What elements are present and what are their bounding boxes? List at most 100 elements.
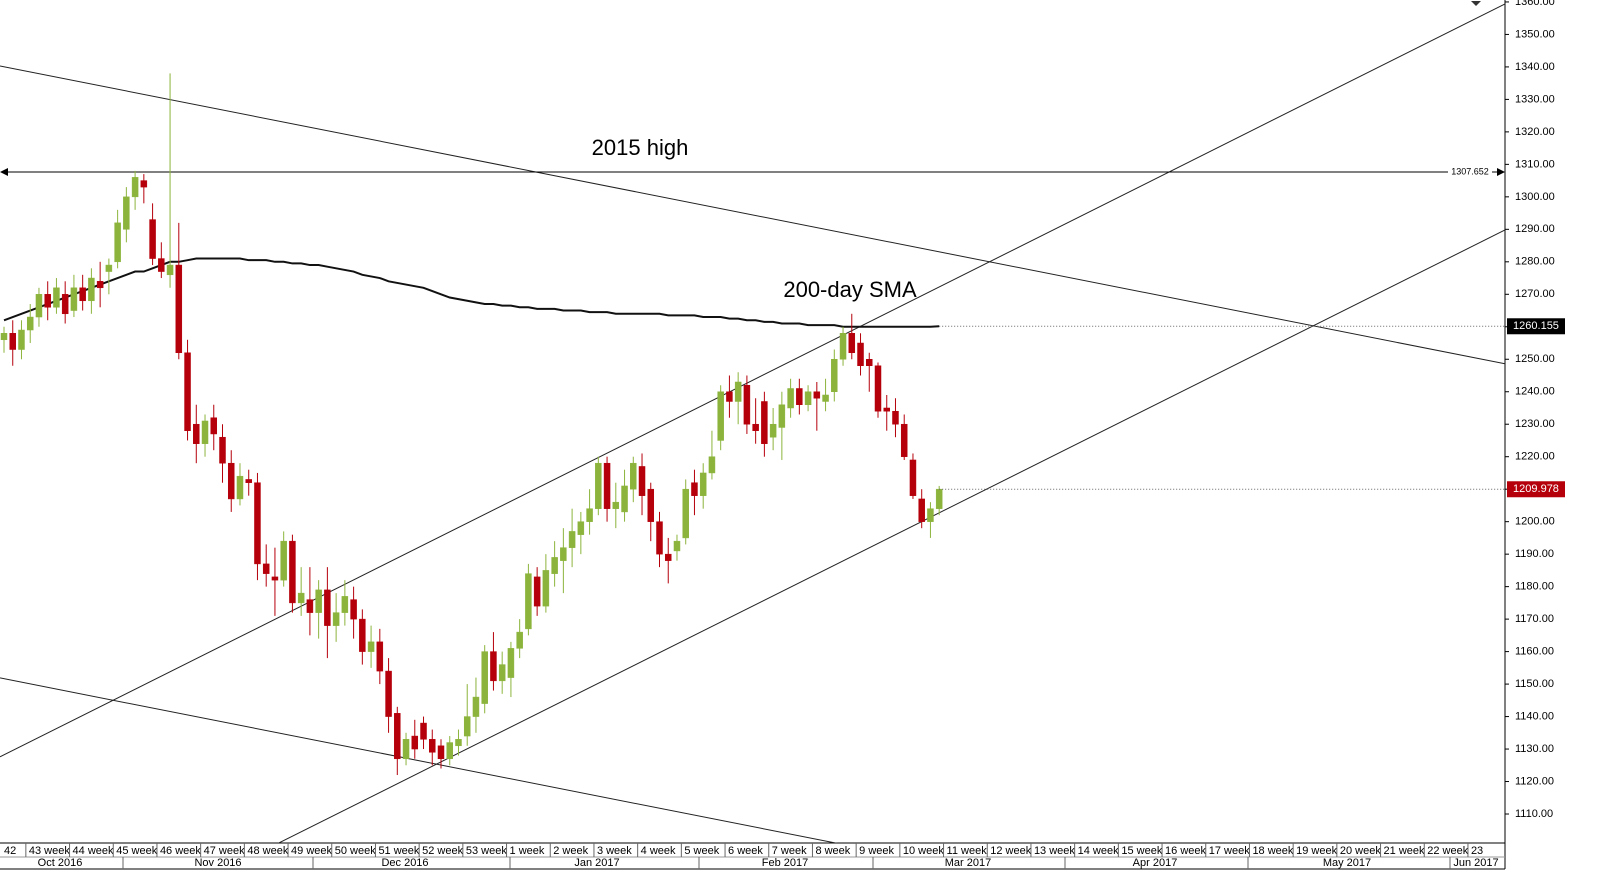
candle-body	[568, 531, 576, 548]
candle-body	[367, 641, 375, 652]
trend-line	[0, 3, 1505, 758]
week-label: 49 week	[291, 845, 332, 857]
candle-body	[324, 589, 331, 626]
candle-body	[822, 394, 829, 402]
week-label: 18 week	[1252, 845, 1293, 857]
week-label: 10 week	[903, 845, 944, 857]
candle-body	[341, 596, 349, 613]
y-tick-label: 1310.00	[1515, 158, 1555, 170]
candle-body	[699, 472, 707, 496]
week-label: 5 week	[684, 845, 719, 857]
month-label: Mar 2017	[945, 857, 991, 869]
price-label-bg	[1507, 481, 1565, 498]
candle-body	[682, 488, 689, 539]
candle-body	[909, 459, 917, 496]
candle-body	[0, 333, 8, 341]
week-label: 15 week	[1121, 845, 1162, 857]
candle-body	[402, 739, 410, 760]
candle-body	[726, 391, 733, 402]
candle-body	[114, 222, 121, 263]
candle-body	[236, 475, 244, 500]
week-label: 50 week	[335, 845, 376, 857]
week-label: 23	[1471, 845, 1483, 857]
price-label: 1209.978	[1513, 483, 1559, 495]
candle-body	[673, 540, 681, 552]
candle-body	[53, 287, 60, 308]
candle-body	[26, 316, 34, 331]
week-label: 14 week	[1078, 845, 1119, 857]
candle-body	[306, 599, 314, 613]
week-label: 21 week	[1384, 845, 1425, 857]
candle-body	[935, 488, 943, 509]
candle-body	[315, 589, 322, 613]
candle-body	[796, 388, 803, 405]
candle-body	[280, 540, 287, 581]
candle-body	[866, 359, 873, 367]
candle-body	[883, 407, 890, 412]
candle-body	[857, 342, 864, 367]
candle-body	[831, 359, 838, 392]
week-label: 12 week	[990, 845, 1031, 857]
candle-body	[516, 631, 523, 649]
week-label: 17 week	[1209, 845, 1250, 857]
candle-body	[848, 333, 856, 354]
candle-body	[254, 482, 261, 565]
candle-body	[761, 401, 768, 444]
candle-body	[245, 479, 252, 483]
week-label: 7 week	[772, 845, 807, 857]
price-label: 1260.155	[1513, 320, 1559, 332]
candle-body	[420, 722, 427, 740]
week-label: 3 week	[597, 845, 632, 857]
candle-body	[61, 294, 69, 315]
candle-body	[621, 485, 628, 513]
candle-body	[778, 404, 786, 428]
candle-body	[463, 716, 471, 737]
y-tick-label: 1110.00	[1515, 808, 1553, 820]
y-tick-label: 1160.00	[1515, 646, 1554, 658]
level-label-bg	[1448, 165, 1492, 178]
candle-body	[332, 612, 340, 626]
candle-body	[9, 333, 16, 350]
month-label: Jun 2017	[1453, 857, 1498, 869]
candle-body	[297, 592, 305, 604]
y-tick-label: 1190.00	[1515, 548, 1554, 560]
annotation: 2015 high	[592, 135, 689, 160]
candle-body	[603, 462, 611, 509]
candle-body	[787, 388, 794, 409]
candle-body	[359, 618, 366, 652]
candle-body	[88, 277, 95, 302]
candle-body	[18, 329, 25, 350]
candle-body	[551, 557, 558, 574]
candle-body	[429, 739, 436, 753]
y-tick-label: 1250.00	[1515, 353, 1555, 365]
y-tick-label: 1150.00	[1515, 678, 1554, 690]
week-label: 1 week	[510, 845, 545, 857]
month-label: Oct 2016	[38, 857, 83, 869]
arrow	[1497, 167, 1505, 176]
y-tick-label: 1180.00	[1515, 581, 1554, 593]
candle-body	[918, 498, 925, 522]
week-label: 46 week	[160, 845, 201, 857]
week-label: 20 week	[1340, 845, 1381, 857]
candle-body	[874, 365, 882, 412]
candle-body	[455, 739, 462, 747]
candle-body	[647, 488, 655, 522]
candle-body	[175, 264, 183, 354]
candle-body	[656, 521, 663, 555]
week-label: 48 week	[247, 845, 288, 857]
candle-body	[542, 570, 550, 607]
y-tick-label: 1170.00	[1515, 613, 1554, 625]
week-label: 9 week	[859, 845, 894, 857]
candle-body	[149, 219, 156, 259]
candle-body	[184, 352, 191, 431]
candle-body	[743, 384, 751, 425]
candle-body	[227, 462, 235, 500]
y-tick-label: 1320.00	[1515, 126, 1555, 138]
y-tick-label: 1280.00	[1515, 256, 1555, 268]
y-tick-label: 1300.00	[1515, 191, 1555, 203]
week-label: 8 week	[815, 845, 850, 857]
month-label: Apr 2017	[1133, 857, 1178, 869]
y-tick-label: 1330.00	[1515, 93, 1555, 105]
